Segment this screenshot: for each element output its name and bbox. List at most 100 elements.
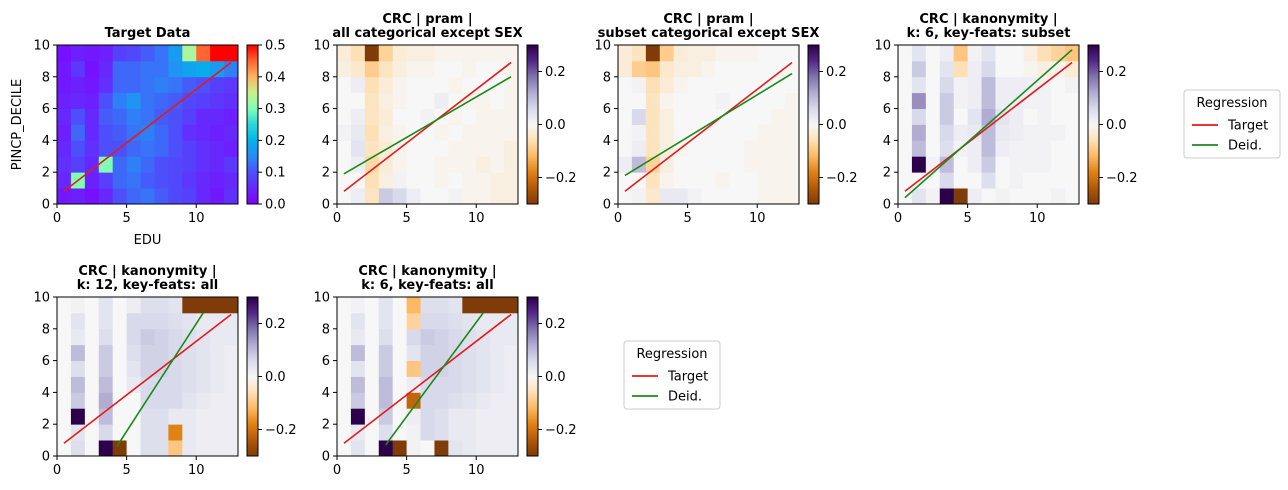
heatmap-cell <box>126 45 141 62</box>
heatmap-cell <box>224 440 239 457</box>
heatmap-cell <box>420 408 435 425</box>
heatmap-cell <box>645 76 661 94</box>
heatmap-cell <box>476 156 491 173</box>
heatmap-cell <box>84 392 100 409</box>
legend-title: Regression <box>636 347 707 362</box>
heatmap-cell <box>967 156 982 173</box>
heatmap-cell <box>673 92 689 109</box>
heatmap-cell <box>126 92 141 109</box>
colorbar-tick-label: 0.0 <box>826 118 847 133</box>
heatmap-cell <box>995 140 1010 157</box>
heatmap-cell <box>420 92 435 109</box>
colorbar-tick-label: 0.0 <box>265 198 286 213</box>
heatmap-cell <box>757 140 772 157</box>
heatmap-cell <box>350 344 366 361</box>
heatmap-cell <box>98 188 114 205</box>
x-tick-label: 0 <box>894 211 902 226</box>
heatmap-cell <box>434 376 449 393</box>
heatmap-cell <box>967 45 982 62</box>
heatmap-cell <box>729 124 744 141</box>
heatmap-cell <box>953 45 969 62</box>
heatmap-cell <box>645 172 661 189</box>
colorbar-tick-label: 0.2 <box>545 317 566 332</box>
heatmap-cell <box>406 140 421 157</box>
heatmap-cell <box>70 312 86 330</box>
panel-title: k: 12, key-feats: all <box>77 278 219 293</box>
heatmap-cell <box>687 140 702 157</box>
heatmap-cell <box>84 297 100 314</box>
heatmap-cell <box>112 440 128 457</box>
y-tick-label: 8 <box>322 322 330 337</box>
heatmap-cell <box>1051 140 1066 157</box>
heatmap-cell <box>1009 124 1024 141</box>
heatmap-cell <box>981 92 996 109</box>
heatmap-cell <box>687 188 702 205</box>
heatmap-cell <box>98 440 114 457</box>
heatmap-cell <box>210 60 225 78</box>
heatmap-cell <box>631 60 647 78</box>
heatmap-cell <box>462 76 477 94</box>
plot-frame <box>897 44 1080 205</box>
panel-2: CRC | pram |all categorical except SEX 0 5… <box>313 12 576 226</box>
x-tick-label: 5 <box>402 463 410 478</box>
heatmap-cell <box>112 124 128 141</box>
heatmap-cell <box>1065 124 1080 141</box>
heatmap-cell <box>434 76 449 94</box>
x-tick-label: 0 <box>333 211 341 226</box>
heatmap-cell <box>490 424 505 441</box>
heatmap-cell <box>448 312 463 330</box>
heatmap-cell <box>140 140 155 157</box>
heatmap-cell <box>1065 172 1080 189</box>
heatmap-cell <box>337 360 352 377</box>
heatmap-cell <box>1023 60 1038 78</box>
heatmap-cell <box>378 172 394 189</box>
heatmap-cell <box>1065 45 1080 62</box>
y-tick-label: 10 <box>313 291 330 306</box>
heatmap-cell <box>350 124 366 141</box>
heatmap-cell <box>715 172 730 189</box>
heatmap-cell <box>490 92 505 109</box>
heatmap-cell <box>406 92 421 109</box>
heatmap-cell <box>378 440 394 457</box>
heatmap-cell <box>434 392 449 409</box>
heatmap-cell <box>490 188 505 205</box>
heatmap-cell <box>337 108 352 125</box>
heatmap-cell <box>953 92 969 109</box>
legend-label: Deid. <box>1228 139 1262 154</box>
heatmap-cell <box>392 440 408 457</box>
heatmap-cell <box>154 344 169 361</box>
heatmap-cell <box>210 45 225 62</box>
heatmap-cell <box>337 328 352 346</box>
heatmap-cell <box>631 76 647 94</box>
heatmap-cell <box>182 76 197 94</box>
heatmap-cell <box>420 392 435 409</box>
heatmap-cell <box>757 92 772 109</box>
heatmap-cell <box>70 92 86 109</box>
y-tick-label: 4 <box>603 134 611 149</box>
heatmap-cell <box>112 344 128 361</box>
heatmap-cell <box>378 424 394 441</box>
heatmap-cell <box>70 140 86 157</box>
y-tick-label: 0 <box>603 198 611 213</box>
heatmap-cell <box>168 60 183 78</box>
heatmap-cell <box>1065 108 1080 125</box>
heatmap-cell <box>490 360 505 377</box>
heatmap-cell <box>490 392 505 409</box>
heatmap-cell <box>126 408 141 425</box>
heatmap-cell <box>392 376 408 393</box>
heatmap-cell <box>337 312 352 330</box>
heatmap-cell <box>1009 76 1024 94</box>
x-tick-label: 0 <box>53 463 61 478</box>
heatmap-cell <box>392 188 408 205</box>
heatmap-cell <box>490 60 505 78</box>
legend-label: Target <box>1227 119 1268 134</box>
heatmap-cell <box>406 45 421 62</box>
heatmap-cell <box>898 92 913 109</box>
heatmap-cell <box>378 392 394 409</box>
heatmap-cell <box>618 156 633 173</box>
heatmap-cell <box>785 188 800 205</box>
heatmap-cell <box>84 172 100 189</box>
heatmap-cell <box>1037 188 1052 205</box>
heatmap-cell <box>350 408 366 425</box>
